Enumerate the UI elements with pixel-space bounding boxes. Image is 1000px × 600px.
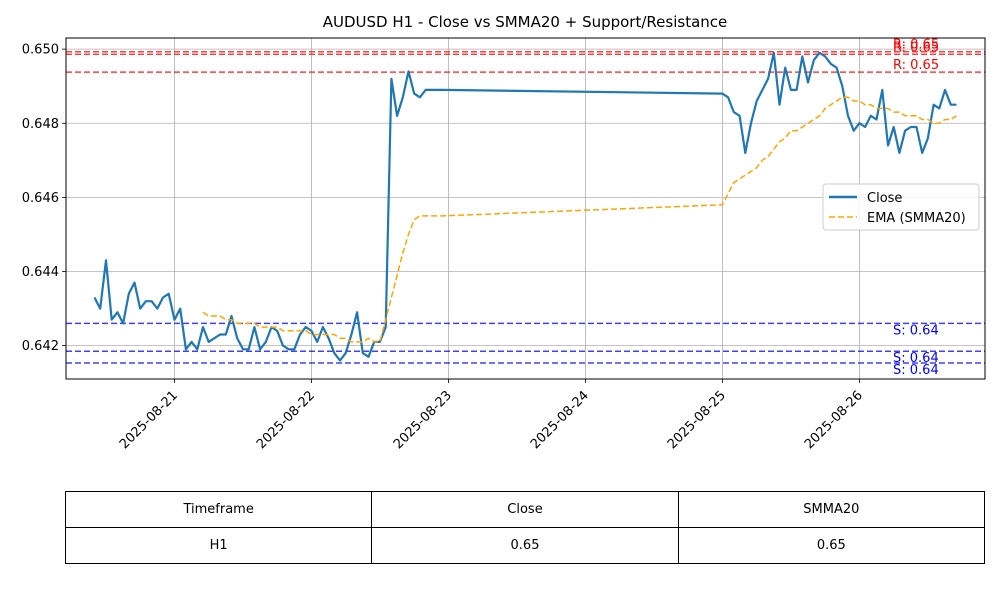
legend-close-label: Close — [867, 191, 902, 206]
support-label: S: 0.64 — [893, 323, 939, 338]
close-series-line — [93, 51, 957, 362]
chart-title: AUDUSD H1 - Close vs SMMA20 + Support/Re… — [323, 13, 728, 31]
y-tick-label: 0.650 — [22, 43, 59, 58]
table-header-cell: Close — [371, 491, 679, 528]
axis-ticks: 2025-08-21 2025-08-22 2025-08-23 2025-08-24… — [22, 43, 866, 453]
table-cell: 0.65 — [371, 527, 679, 564]
plot-frame — [65, 37, 986, 380]
table-header-cell: Timeframe — [64, 491, 373, 528]
table-header-cell: SMMA20 — [677, 491, 986, 528]
y-tick-label: 0.644 — [22, 265, 59, 280]
y-tick-label: 0.646 — [22, 191, 59, 206]
smma-series-line — [202, 96, 957, 343]
legend: Close EMA (SMMA20) — [822, 183, 980, 231]
table-row: H1 0.65 0.65 — [64, 527, 986, 564]
x-tick-label: 2025-08-25 — [665, 388, 729, 452]
resistance-label: R: 0.65 — [893, 58, 939, 73]
x-tick-label: 2025-08-21 — [117, 388, 181, 452]
table-header-row: Timeframe Close SMMA20 — [64, 491, 986, 528]
legend-box — [822, 183, 980, 231]
x-tick-label: 2025-08-24 — [528, 388, 592, 452]
y-tick-label: 0.642 — [22, 339, 59, 354]
chart: AUDUSD H1 - Close vs SMMA20 + Support/Re… — [22, 13, 986, 453]
x-tick-label: 2025-08-26 — [802, 388, 866, 452]
summary-table: Timeframe Close SMMA20 H1 0.65 0.65 — [64, 491, 986, 564]
x-tick-label: 2025-08-23 — [391, 388, 455, 452]
table-cell: H1 — [64, 527, 373, 564]
y-tick-label: 0.648 — [22, 117, 59, 132]
resistance-label: R: 0.65 — [893, 38, 939, 53]
support-label: S: 0.64 — [893, 351, 939, 366]
series — [93, 51, 957, 362]
support-label: S: 0.64 — [893, 363, 939, 378]
support-resistance-labels: R: 0.65R: 0.65R: 0.65S: 0.64S: 0.64S: 0.… — [893, 38, 939, 378]
x-tick-label: 2025-08-22 — [254, 388, 318, 452]
support-resistance-lines — [66, 50, 985, 364]
resistance-label: R: 0.65 — [893, 40, 939, 55]
legend-smma-label: EMA (SMMA20) — [867, 211, 966, 226]
table-cell: 0.65 — [677, 527, 986, 564]
